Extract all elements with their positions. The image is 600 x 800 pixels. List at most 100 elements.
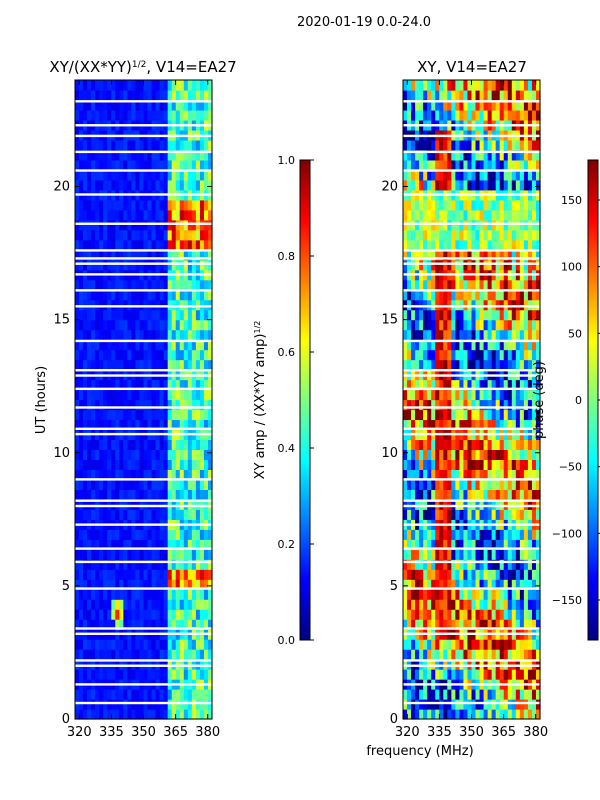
heatmap-cell [463, 219, 469, 231]
heatmap-cell [439, 289, 444, 301]
heatmap-cell [423, 589, 428, 600]
heatmap-cell [103, 639, 108, 650]
heatmap-cell [459, 169, 465, 181]
heatmap-cell [115, 529, 120, 540]
heatmap-cell [535, 179, 541, 191]
heatmap-cell [523, 609, 529, 620]
heatmap-cell [491, 499, 497, 510]
heatmap-cell [91, 389, 96, 401]
heatmap-cell [471, 549, 477, 560]
heatmap-cell [175, 149, 181, 161]
heatmap-cell [515, 699, 521, 710]
heatmap-cell [131, 489, 137, 500]
heatmap-cell [135, 599, 141, 610]
heatmap-cell [203, 509, 209, 520]
heatmap-cell [527, 339, 533, 351]
heatmap-cell [95, 99, 100, 111]
heatmap-cell [95, 159, 100, 171]
heatmap-cell [195, 389, 201, 401]
heatmap-cell [467, 139, 473, 151]
heatmap-cell [467, 459, 473, 470]
heatmap-cell [503, 529, 509, 540]
heatmap-cell [195, 459, 201, 470]
heatmap-cell [119, 449, 124, 460]
heatmap-cell [87, 359, 92, 371]
heatmap-cell [499, 689, 505, 700]
heatmap-cell [403, 389, 408, 401]
heatmap-cell [515, 649, 521, 660]
heatmap-cell [439, 209, 444, 221]
heatmap-cell [483, 599, 489, 610]
heatmap-cell [107, 169, 112, 181]
heatmap-cell [179, 409, 185, 421]
heatmap-cell [507, 569, 513, 580]
heatmap-cell [535, 319, 541, 331]
heatmap-cell [487, 639, 493, 650]
heatmap-cell [431, 99, 436, 111]
heatmap-cell [403, 549, 408, 560]
heatmap-cell [103, 259, 108, 271]
missing-data-row [403, 134, 540, 138]
heatmap-cell [419, 689, 424, 700]
heatmap-cell [523, 349, 529, 361]
heatmap-cell [207, 599, 213, 610]
heatmap-cell [147, 689, 153, 700]
heatmap-cell [531, 289, 537, 301]
heatmap-cell [483, 549, 489, 560]
heatmap-cell [87, 479, 92, 490]
heatmap-cell [459, 699, 465, 710]
heatmap-cell [199, 389, 205, 401]
heatmap-cell [99, 209, 104, 221]
heatmap-cell [487, 609, 493, 620]
heatmap-cell [407, 159, 412, 171]
heatmap-cell [431, 309, 436, 321]
heatmap-cell [419, 399, 424, 411]
heatmap-cell [459, 559, 465, 570]
heatmap-cell [115, 699, 120, 710]
heatmap-cell [479, 259, 485, 271]
heatmap-cell [119, 389, 124, 401]
heatmap-cell [135, 479, 141, 490]
heatmap-cell [123, 359, 128, 371]
heatmap-cell [519, 509, 525, 520]
heatmap-cell [495, 99, 501, 111]
heatmap-cell [523, 399, 529, 411]
heatmap-cell [131, 459, 137, 470]
heatmap-cell [535, 409, 541, 421]
heatmap-cell [147, 459, 153, 470]
heatmap-cell [483, 479, 489, 490]
heatmap-cell [447, 449, 452, 460]
heatmap-cell [535, 699, 541, 710]
heatmap-cell [183, 359, 189, 371]
heatmap-cell [147, 319, 153, 331]
heatmap-cell [527, 599, 533, 610]
heatmap-cell [147, 579, 153, 590]
heatmap-cell [187, 259, 193, 271]
heatmap-cell [499, 89, 505, 101]
heatmap-cell [207, 559, 213, 570]
heatmap-cell [415, 99, 420, 111]
heatmap-cell [527, 469, 533, 480]
heatmap-cell [147, 589, 153, 600]
heatmap-cell [127, 659, 133, 670]
heatmap-cell [495, 699, 501, 710]
heatmap-cell [127, 99, 133, 111]
heatmap-cell [435, 349, 440, 361]
heatmap-cell [519, 349, 525, 361]
heatmap-cell [415, 179, 420, 191]
heatmap-cell [427, 539, 432, 550]
heatmap-cell [407, 669, 412, 680]
heatmap-cell [111, 80, 116, 91]
heatmap-cell [411, 539, 416, 550]
heatmap-cell [171, 349, 177, 361]
heatmap-cell [123, 569, 128, 580]
heatmap-cell [443, 289, 448, 301]
heatmap-cell [467, 669, 473, 680]
heatmap-cell [471, 139, 477, 151]
heatmap-cell [171, 319, 177, 331]
heatmap-cell [103, 89, 108, 101]
heatmap-cell [439, 439, 444, 451]
heatmap-cell [175, 649, 181, 660]
heatmap-cell [423, 419, 428, 431]
